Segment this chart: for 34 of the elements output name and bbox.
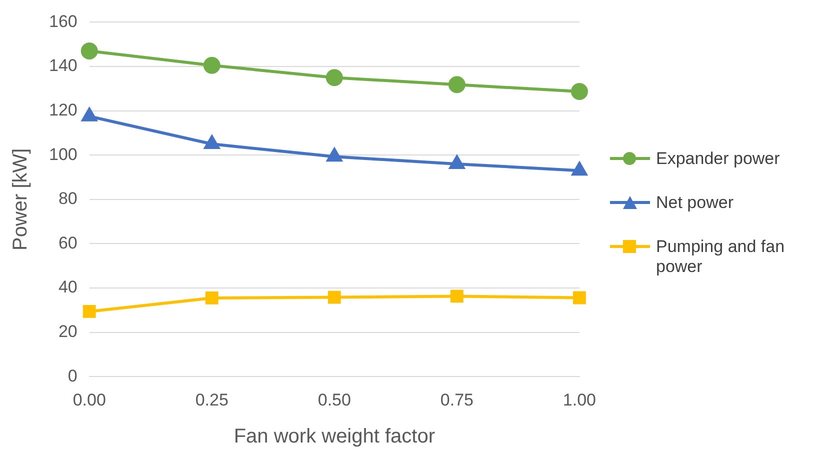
y-tick-label: 60 bbox=[58, 233, 78, 252]
x-tick-label: 0.25 bbox=[195, 390, 228, 410]
point bbox=[448, 76, 466, 94]
point bbox=[573, 291, 586, 304]
y-tick-label: 160 bbox=[48, 12, 78, 31]
y-tick-label: 0 bbox=[68, 366, 78, 386]
y-tick-label: 120 bbox=[48, 100, 78, 120]
point bbox=[570, 83, 588, 100]
y-tick-label: 140 bbox=[48, 56, 78, 76]
y-tick-label: 100 bbox=[48, 144, 78, 164]
legend-label: Net power bbox=[656, 192, 734, 212]
legend-label: Pumping and fan power bbox=[656, 236, 786, 276]
point bbox=[450, 290, 464, 303]
point bbox=[205, 292, 218, 304]
point bbox=[82, 305, 96, 318]
point bbox=[204, 136, 220, 150]
x-axis-title: Fan work weight factor bbox=[234, 426, 436, 448]
x-tick-label: 0.50 bbox=[318, 390, 351, 410]
y-axis-title: Power [kW] bbox=[10, 148, 32, 251]
point bbox=[326, 148, 342, 162]
y-tick-label: 40 bbox=[58, 278, 78, 297]
y-tick-label: 20 bbox=[58, 322, 78, 341]
point bbox=[80, 42, 98, 60]
point bbox=[328, 290, 341, 304]
point bbox=[449, 155, 464, 169]
x-tick-label: 0.75 bbox=[440, 390, 474, 410]
legend-label: Expander power bbox=[656, 148, 780, 168]
point bbox=[572, 162, 588, 176]
point bbox=[82, 108, 97, 122]
x-tick-label: 1.00 bbox=[562, 390, 596, 410]
y-tick-label: 80 bbox=[58, 189, 78, 208]
x-tick-label: 0.00 bbox=[72, 390, 106, 410]
point bbox=[326, 69, 343, 86]
point bbox=[203, 56, 220, 74]
